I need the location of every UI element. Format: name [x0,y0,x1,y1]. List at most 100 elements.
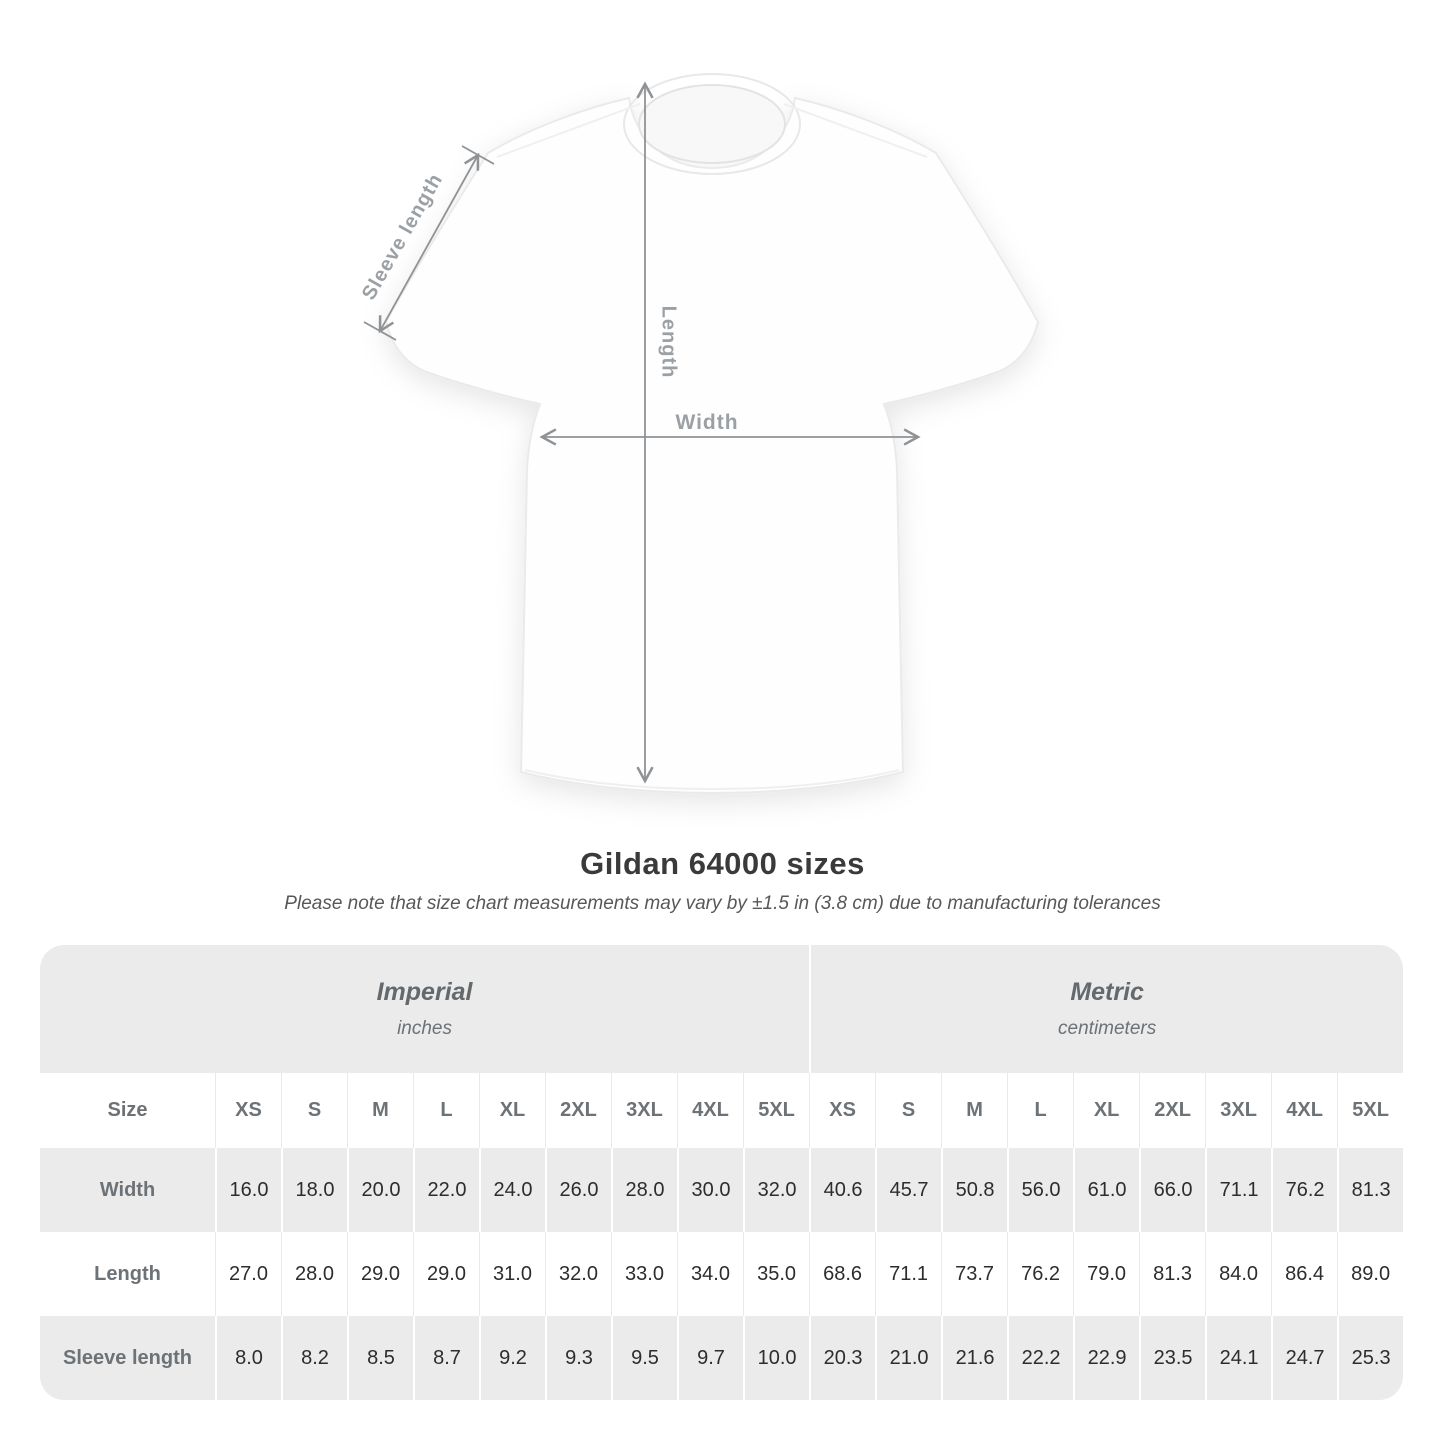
row-label-width: Width [99,1178,156,1201]
size-header-metric-l: L [1007,1073,1074,1148]
value-sleeve-length-imperial-2xl: 9.3 [545,1316,611,1400]
size-column-header: Size [40,1073,215,1148]
size-header-metric-m: M [941,1073,1008,1148]
value-sleeve-length-metric-m: 21.6 [941,1316,1007,1400]
tshirt-measurement-diagram: Sleeve length Length Width [358,73,1040,795]
tshirt-shape [384,96,1040,795]
size-header-imperial-4xl: 4XL [677,1073,743,1148]
metric-header-cell: Metric centimeters [809,945,1403,1073]
imperial-header-cell: Imperial inches [40,945,810,1073]
value-width-imperial-xs: 16.0 [215,1148,281,1232]
value-sleeve-length-imperial-xs: 8.0 [215,1316,281,1400]
value-length-imperial-xl: 31.0 [479,1232,545,1316]
value-length-metric-2xl: 81.3 [1139,1232,1205,1316]
measurement-row-width: Width 16.0 18.0 20.0 22.0 24.0 26.0 28.0 30.0 32.… [40,1148,1403,1232]
size-header-imperial-l: L [413,1073,479,1148]
sleeve-dimension-tick-bottom [363,321,397,341]
collar-outer-seam [623,73,801,175]
size-header-imperial-2xl: 2XL [545,1073,611,1148]
value-width-imperial-s: 18.0 [281,1148,347,1232]
value-sleeve-length-metric-5xl: 25.3 [1337,1316,1403,1400]
value-width-imperial-4xl: 30.0 [677,1148,743,1232]
size-header-metric-3xl: 3XL [1205,1073,1272,1148]
value-width-metric-xl: 61.0 [1073,1148,1139,1232]
length-dimension-label: Length [657,305,680,379]
value-sleeve-length-metric-2xl: 23.5 [1139,1316,1205,1400]
value-sleeve-length-imperial-5xl: 10.0 [743,1316,809,1400]
size-header-imperial-5xl: 5XL [743,1073,810,1148]
value-sleeve-length-imperial-xl: 9.2 [479,1316,545,1400]
width-dimension-label: Width [675,411,739,434]
metric-label: Metric [1070,978,1144,1006]
value-length-metric-xs: 68.6 [809,1232,875,1316]
value-length-imperial-l: 29.0 [413,1232,479,1316]
value-sleeve-length-metric-4xl: 24.7 [1271,1316,1337,1400]
value-length-imperial-2xl: 32.0 [545,1232,611,1316]
value-length-imperial-s: 28.0 [281,1232,347,1316]
collar-opening [638,84,786,164]
value-width-imperial-m: 20.0 [347,1148,413,1232]
value-width-metric-m: 50.8 [941,1148,1007,1232]
value-length-metric-l: 76.2 [1007,1232,1073,1316]
sleeve-length-dimension-arrow [378,152,480,334]
value-length-metric-5xl: 89.0 [1337,1232,1403,1316]
value-length-metric-4xl: 86.4 [1271,1232,1337,1316]
metric-unit-label: centimeters [1058,1018,1157,1039]
size-header-imperial-3xl: 3XL [611,1073,677,1148]
value-length-metric-xl: 79.0 [1073,1232,1139,1316]
size-header-imperial-xs: XS [215,1073,281,1148]
hem-seam [524,769,900,791]
value-sleeve-length-imperial-m: 8.5 [347,1316,413,1400]
measurement-row-length: Length 27.0 28.0 29.0 29.0 31.0 32.0 33.0 34.0 35… [40,1232,1403,1316]
row-label-length: Length [94,1262,161,1285]
value-width-metric-5xl: 81.3 [1337,1148,1403,1232]
value-sleeve-length-imperial-3xl: 9.5 [611,1316,677,1400]
value-length-imperial-m: 29.0 [347,1232,413,1316]
page-title: Gildan 64000 sizes [580,846,865,881]
value-length-metric-s: 71.1 [875,1232,941,1316]
value-width-imperial-l: 22.0 [413,1148,479,1232]
value-width-metric-s: 45.7 [875,1148,941,1232]
value-width-metric-l: 56.0 [1007,1148,1073,1232]
size-header-imperial-m: M [347,1073,413,1148]
value-length-imperial-3xl: 33.0 [611,1232,677,1316]
value-sleeve-length-imperial-l: 8.7 [413,1316,479,1400]
size-header-row: Size XS S M L XL 2XL 3XL 4XL 5XL XS S M L XL 2XL 3XL 4XL… [40,1073,1403,1148]
value-sleeve-length-metric-xl: 22.9 [1073,1316,1139,1400]
size-header-imperial-s: S [281,1073,347,1148]
value-length-imperial-5xl: 35.0 [743,1232,809,1316]
measurement-row-sleeve-length: Sleeve length 8.0 8.2 8.5 8.7 9.2 9.3 9.5 9.7 10.… [40,1316,1403,1400]
value-length-imperial-4xl: 34.0 [677,1232,743,1316]
value-sleeve-length-metric-3xl: 24.1 [1205,1316,1271,1400]
value-width-imperial-2xl: 26.0 [545,1148,611,1232]
right-shoulder-seam [783,103,928,158]
value-width-metric-4xl: 76.2 [1271,1148,1337,1232]
value-sleeve-length-imperial-s: 8.2 [281,1316,347,1400]
size-header-metric-5xl: 5XL [1337,1073,1403,1148]
size-header-metric-2xl: 2XL [1139,1073,1206,1148]
value-sleeve-length-metric-s: 21.0 [875,1316,941,1400]
value-sleeve-length-imperial-4xl: 9.7 [677,1316,743,1400]
row-label-sleeve-length: Sleeve length [63,1346,192,1369]
value-width-imperial-5xl: 32.0 [743,1148,809,1232]
size-header-metric-xs: XS [809,1073,876,1148]
value-width-metric-xs: 40.6 [809,1148,875,1232]
size-header-imperial-xl: XL [479,1073,545,1148]
value-length-metric-m: 73.7 [941,1232,1007,1316]
imperial-unit-label: inches [397,1018,452,1039]
tolerance-note: Please note that size chart measurements… [284,893,1161,914]
left-shoulder-seam [496,103,641,158]
imperial-label: Imperial [376,978,473,1006]
size-header-metric-s: S [875,1073,942,1148]
value-width-imperial-3xl: 28.0 [611,1148,677,1232]
value-sleeve-length-metric-xs: 20.3 [809,1316,875,1400]
value-width-imperial-xl: 24.0 [479,1148,545,1232]
value-sleeve-length-metric-l: 22.2 [1007,1316,1073,1400]
sleeve-dimension-tick-top [461,145,495,165]
tshirt-illustration [363,73,1040,795]
size-chart-table: Imperial inches Metric centimeters Size … [40,945,1403,1400]
size-header-metric-4xl: 4XL [1271,1073,1338,1148]
unit-header-row: Imperial inches Metric centimeters [40,945,1403,1073]
value-width-metric-2xl: 66.0 [1139,1148,1205,1232]
